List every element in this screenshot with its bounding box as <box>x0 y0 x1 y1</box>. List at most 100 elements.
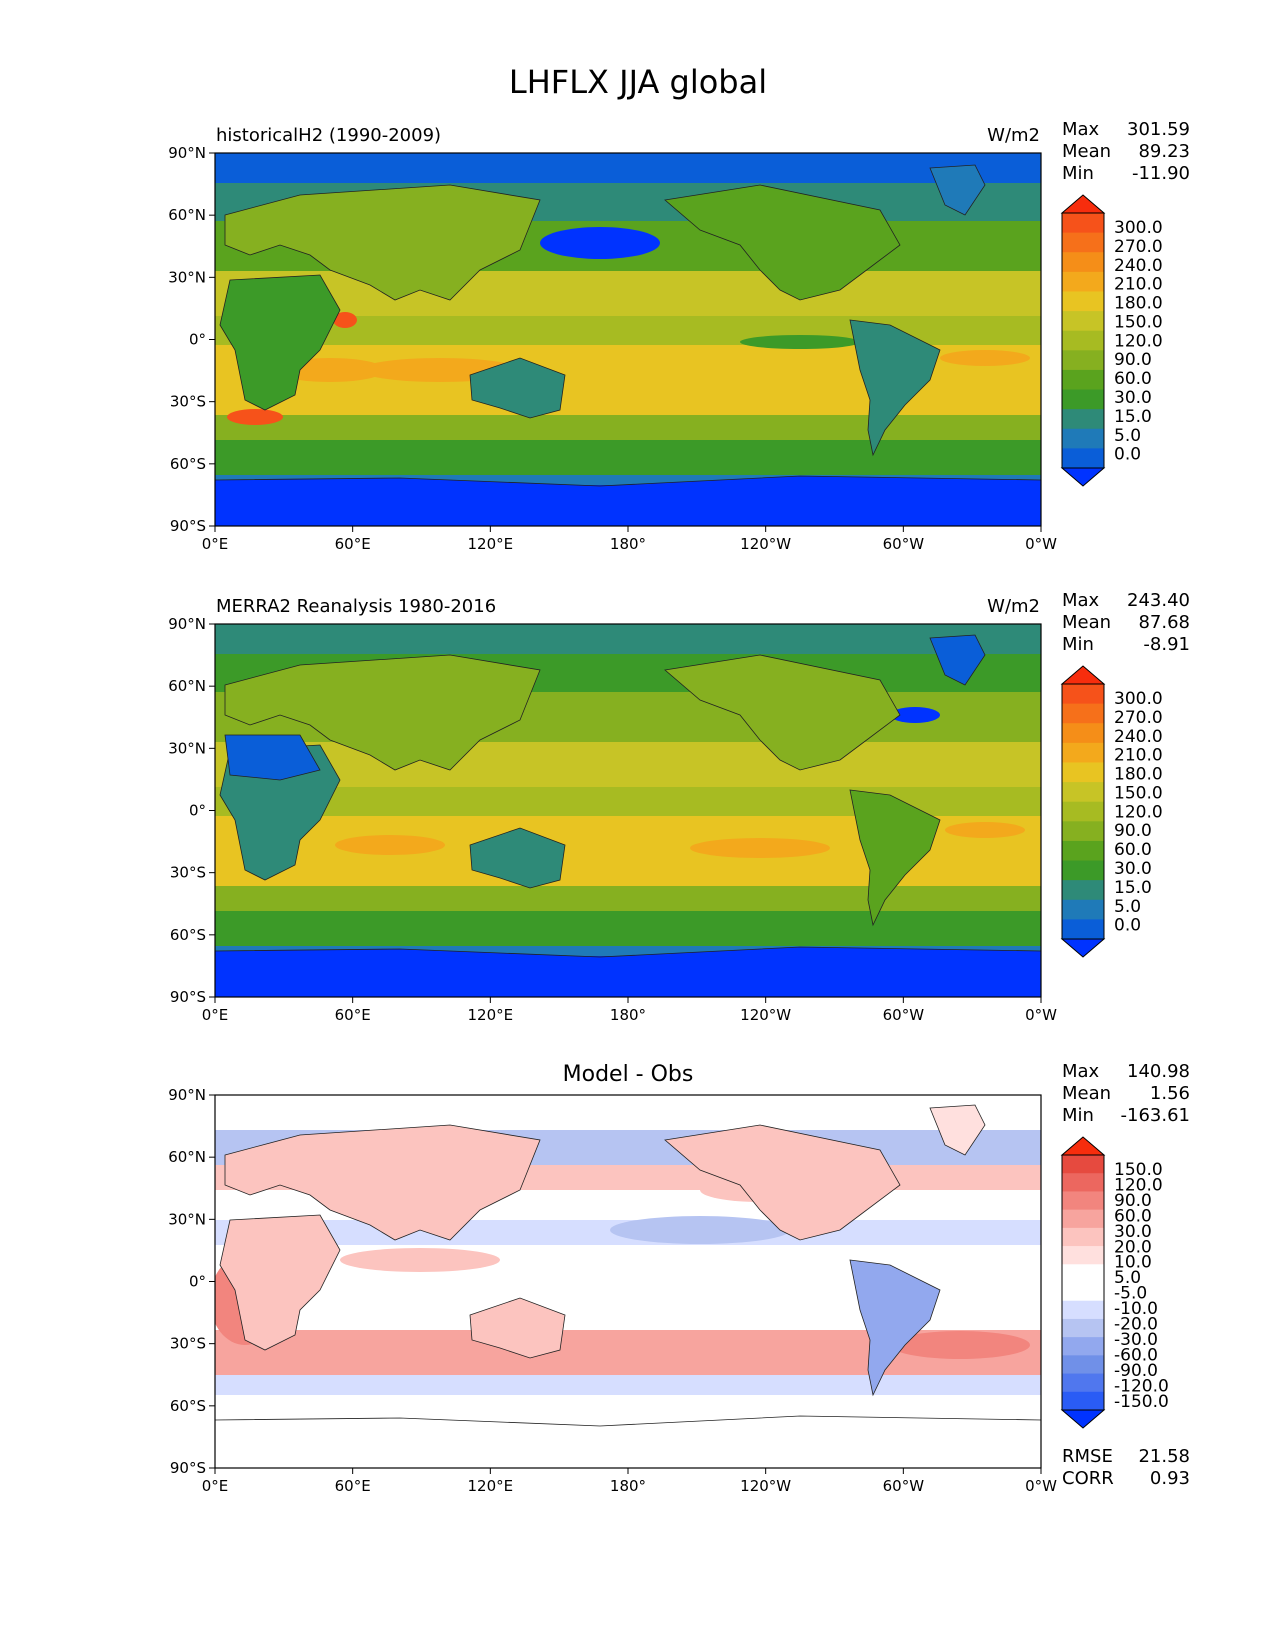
colorbar-frame <box>1061 683 1105 940</box>
colorbar-segment <box>1062 448 1104 469</box>
colorbar-tick-label: 0.0 <box>1114 916 1141 936</box>
colorbar-segment <box>1062 428 1104 449</box>
band-south-high <box>215 475 1041 485</box>
colorbar-tick-label: 0.0 <box>1114 445 1141 465</box>
lon-tick-label: 120°W <box>740 535 791 553</box>
colorbar-segment <box>1062 311 1104 332</box>
panel-ref-lat-ticks: 90°N 60°N 30°N 0° 30°S 60°S 90°S <box>168 615 215 1006</box>
panel-diff-stats: Max 140.98 Mean 1.56 Min -163.61 <box>1062 1061 1190 1126</box>
colorbar-tick-label: 30.0 <box>1114 1222 1152 1242</box>
stat-min-label: Min <box>1062 163 1094 184</box>
atlantic-warm <box>945 822 1025 838</box>
lon-tick-label: 0°W <box>1025 1006 1057 1024</box>
colorbar-tick-label: 180.0 <box>1114 294 1163 314</box>
lat-tick-label: 90°N <box>168 144 206 162</box>
colorbar-tick-label: 150.0 <box>1114 312 1163 332</box>
colorbar-tick-label: 300.0 <box>1114 218 1163 238</box>
land-australia <box>469 357 566 419</box>
stat-mean-label: Mean <box>1062 141 1111 162</box>
colorbar-tick-label: 60.0 <box>1114 369 1152 389</box>
pacific-blue <box>610 1216 790 1244</box>
panel-ref-units: W/m2 <box>987 596 1040 617</box>
lon-tick-label: 60°W <box>883 1006 925 1024</box>
warm-pool-indian <box>335 835 445 855</box>
land-south-america <box>849 789 941 927</box>
colorbar-segment <box>1062 782 1104 803</box>
lat-tick-label: 0° <box>189 1273 206 1291</box>
colorbar-segment <box>1062 1391 1104 1411</box>
colorbar-tick-label: 270.0 <box>1114 708 1163 728</box>
panel-ref-stats: Max 243.40 Mean 87.68 Min -8.91 <box>1062 590 1190 655</box>
colorbar-upper-arrow <box>1060 665 1106 685</box>
panel-diff-metrics: RMSE 21.58 CORR 0.93 <box>1062 1446 1190 1489</box>
stat-max-label: Max <box>1062 119 1100 140</box>
land-antarctica <box>215 475 1041 526</box>
lon-tick-label: 60°E <box>335 1006 371 1024</box>
colorbar-tick-label: 60.0 <box>1114 1206 1152 1226</box>
band-subtropic-n <box>215 742 1041 787</box>
colorbar-tick-label: 60.0 <box>1114 840 1152 860</box>
lat-tick-label: 60°N <box>168 677 206 695</box>
panel-diff-colorbar: 150.0120.090.060.030.020.010.05.0-5.0-10… <box>1060 1136 1169 1429</box>
stat-max-label: Max <box>1062 590 1100 611</box>
colorbar-segment <box>1062 1300 1104 1320</box>
stat-min-value: -11.90 <box>1132 163 1190 184</box>
panel-ref: MERRA2 Reanalysis 1980-2016 W/m2 <box>168 590 1190 1024</box>
colorbar-segment <box>1062 919 1104 940</box>
land-antarctica <box>215 1415 1041 1468</box>
colorbar-tick-label: 210.0 <box>1114 746 1163 766</box>
colorbar-segment <box>1062 291 1104 312</box>
colorbar-segment <box>1062 213 1104 234</box>
lat-tick-label: 60°N <box>168 1148 206 1166</box>
panel-diff-map <box>215 1095 1041 1468</box>
lat-tick-label: 90°S <box>170 1459 206 1477</box>
stat-mean-value: 1.56 <box>1150 1083 1190 1104</box>
colorbar-segment <box>1062 880 1104 901</box>
lon-tick-label: 0°W <box>1025 535 1057 553</box>
lon-tick-label: 120°E <box>468 1477 514 1495</box>
panel-diff-lat-ticks: 90°N 60°N 30°N 0° 30°S 60°S 90°S <box>168 1086 215 1477</box>
colorbar-tick-label: 150.0 <box>1114 783 1163 803</box>
colorbar-tick-label: -20.0 <box>1114 1315 1158 1335</box>
panel-test-stats: Max 301.59 Mean 89.23 Min -11.90 <box>1062 119 1190 184</box>
colorbar-segment <box>1062 801 1104 822</box>
colorbar-tick-label: -120.0 <box>1114 1376 1169 1396</box>
colorbar-tick-label: 5.0 <box>1114 897 1141 917</box>
colorbar-tick-label: 90.0 <box>1114 350 1152 370</box>
colorbar-segment <box>1062 232 1104 253</box>
colorbar-tick-label: 210.0 <box>1114 275 1163 295</box>
stat-min-value: -163.61 <box>1121 1105 1190 1126</box>
band-south-blue <box>215 1375 1041 1395</box>
colorbar-tick-label: 120.0 <box>1114 1175 1163 1195</box>
land-north-america <box>664 1124 901 1241</box>
colorbar-segment <box>1062 1373 1104 1393</box>
lat-tick-label: 60°S <box>170 1397 206 1415</box>
colorbar-tick-label: 5.0 <box>1114 1268 1141 1288</box>
stat-min-label: Min <box>1062 1105 1094 1126</box>
colorbar-tick-label: 30.0 <box>1114 859 1152 879</box>
lat-tick-label: 0° <box>189 802 206 820</box>
panel-test-lat-ticks: 90°N 60°N 30°N 0° 30°S 60°S 90°S <box>168 144 215 535</box>
lon-tick-label: 0°E <box>202 1006 229 1024</box>
colorbar-segment <box>1062 762 1104 783</box>
metric-corr-value: 0.93 <box>1150 1468 1190 1489</box>
colorbar-segment <box>1062 1209 1104 1229</box>
stat-mean-value: 87.68 <box>1138 612 1190 633</box>
colorbar-segment <box>1062 252 1104 273</box>
colorbar-segment <box>1062 860 1104 881</box>
lat-tick-label: 60°S <box>170 455 206 473</box>
band-south-storm <box>215 440 1041 475</box>
land-eurasia <box>224 654 541 771</box>
colorbar-tick-label: 120.0 <box>1114 331 1163 351</box>
land-australia <box>469 827 566 889</box>
colorbar-segment <box>1062 1337 1104 1356</box>
colorbar-tick-label: 30.0 <box>1114 388 1152 408</box>
colorbar-tick-label: 240.0 <box>1114 727 1163 747</box>
colorbar-tick-label: 300.0 <box>1114 689 1163 709</box>
lon-tick-label: 180° <box>610 1006 646 1024</box>
band-south-high <box>215 946 1041 956</box>
colorbar-tick-label: -60.0 <box>1114 1345 1158 1365</box>
colorbar-frame <box>1061 212 1105 469</box>
land-africa <box>219 744 341 881</box>
lon-tick-label: 180° <box>610 535 646 553</box>
